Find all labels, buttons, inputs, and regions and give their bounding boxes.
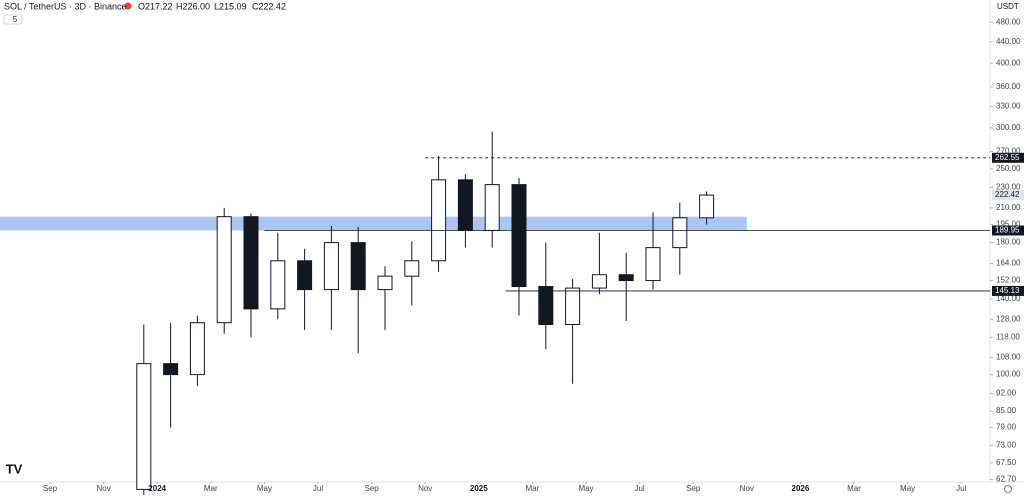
price-tag [992,285,1024,296]
y-tick-label: 128.00 [996,314,1021,323]
y-tick-label: 210.00 [996,203,1021,212]
y-tick-label: 85.00 [996,406,1017,415]
candle-body [136,363,152,490]
ohlc-value: L215.09 [214,1,247,11]
candle-body [591,274,607,289]
candle-body [323,242,339,291]
logo[interactable]: TV [6,461,23,476]
price-tag-label: 145.13 [995,286,1020,295]
x-tick-label: Nov [96,484,110,493]
y-tick-label: 79.00 [996,423,1017,432]
y-tick-label: 108.00 [996,352,1021,361]
candle-body [538,286,554,325]
y-tick-label: 440.00 [996,37,1021,46]
candle-body [565,287,581,325]
x-tick-label: Nov [418,484,432,493]
price-tag [992,152,1024,163]
zone [0,216,747,231]
symbol: SOL / TetherUS · 3D · Binance [4,1,127,11]
x-tick-label: Sep [43,484,58,493]
x-tick-label: Sep [686,484,701,493]
x-tick-label: Mar [526,484,540,493]
y-tick-label: 67.50 [996,458,1017,467]
candle-body [270,260,286,310]
y-tick-label: 92.00 [996,388,1017,397]
y-tick-label: 164.00 [996,259,1021,268]
candle-body [672,217,688,249]
ohlc-value: O217.22 [138,1,173,11]
x-tick-label: Mar [847,484,861,493]
last-price-label: 222.42 [995,190,1020,199]
candle-body [699,194,715,219]
indicator-count[interactable]: 5 [13,15,18,24]
candle-body [511,184,527,288]
ohlc-value: C222.42 [252,1,286,11]
candle-body [618,274,634,282]
ohlc-value: H226.00 [176,1,210,11]
y-tick-label: 360.00 [996,82,1021,91]
x-tick-label: Jul [313,484,323,493]
x-tick-label: May [578,484,593,493]
price-tag-label: 189.95 [995,226,1020,235]
x-tick-label: Jul [634,484,644,493]
x-tick-label: May [900,484,915,493]
y-tick-label: 480.00 [996,17,1021,26]
y-tick-label: 62.70 [996,475,1017,484]
x-tick-label: Mar [204,484,218,493]
status-dot [124,2,132,10]
candle-body [243,216,259,310]
candle-body [645,247,661,282]
y-tick-label: 100.00 [996,370,1021,379]
y-tick-label: 330.00 [996,102,1021,111]
candle-body [216,216,232,324]
x-tick-label: 2026 [792,484,810,493]
candle-body [377,275,393,291]
x-tick-label: Jul [956,484,966,493]
candle-body [189,322,205,376]
y-tick-label: 195.00 [996,220,1021,229]
candle-body [484,184,500,231]
candle-body [431,179,447,262]
y-tick-label: 73.00 [996,440,1017,449]
candle-body [163,363,179,376]
y-tick-label: 270.00 [996,147,1021,156]
currency[interactable]: USDT [997,2,1019,11]
y-tick-label: 118.00 [996,333,1020,342]
price-tag-label: 262.55 [995,153,1020,162]
x-tick-label: Sep [364,484,379,493]
y-tick-label: 140.00 [996,294,1021,303]
y-tick-label: 300.00 [996,123,1021,132]
candle-body [457,179,473,231]
candle-body [404,260,420,277]
y-tick-label: 180.00 [996,238,1021,247]
settings-icon[interactable] [1004,485,1012,493]
y-tick-label: 152.00 [996,276,1021,285]
x-tick-label: May [257,484,272,493]
x-tick-label: 2024 [148,484,166,493]
y-tick-label: 400.00 [996,58,1021,67]
y-tick-label: 250.00 [996,164,1021,173]
x-tick-label: Nov [740,484,754,493]
price-tag [992,225,1024,236]
last-price-tag [992,190,1024,201]
y-tick-label: 230.00 [996,183,1021,192]
indicator-toggle[interactable] [3,14,23,25]
candle-body [350,242,366,291]
plot [0,131,747,497]
x-tick-label: 2025 [470,484,488,493]
candle-body [297,260,313,291]
